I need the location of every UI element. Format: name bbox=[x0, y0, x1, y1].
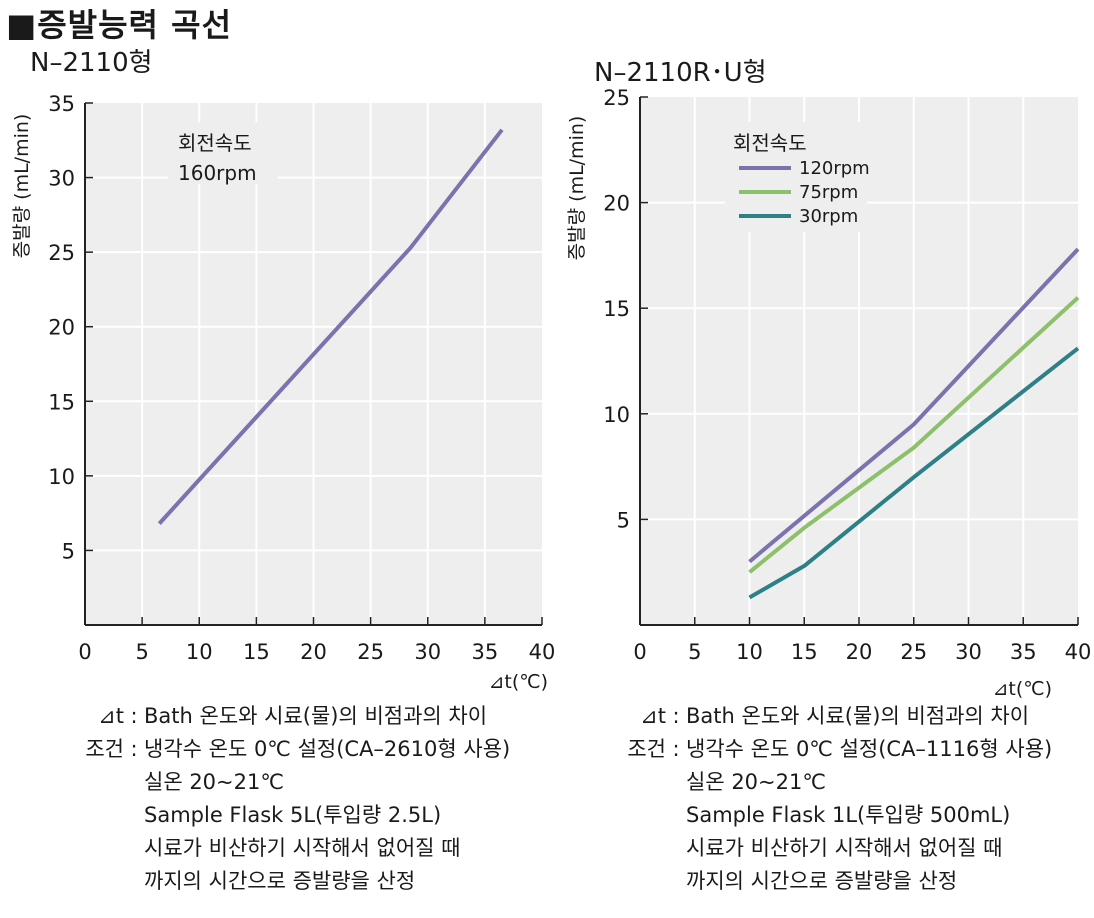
left-note-condition-key: 조건 bbox=[85, 737, 124, 761]
right-x-tick-label: 10 bbox=[736, 640, 763, 664]
right-note-delta-t-key: ⊿t bbox=[640, 704, 666, 728]
right-chart-subtitle: N–2110R･U형 bbox=[594, 58, 767, 88]
right-note-condition: 조건 : 냉각수 온도 0℃ 설정(CA–1116형 사용) bbox=[602, 733, 1052, 766]
page-title: ■증발능력 곡선 bbox=[6, 6, 233, 44]
right-note-sep-2: : bbox=[672, 737, 680, 761]
left-y-tick-label: 15 bbox=[48, 390, 75, 414]
left-note-condition-line: 실온 20∼21℃ bbox=[144, 770, 284, 794]
left-x-axis-title: ⊿t(℃) bbox=[488, 671, 548, 693]
right-y-axis-title: 증발량 (mL/min) bbox=[566, 116, 588, 261]
left-note-sep-2: : bbox=[130, 737, 138, 761]
left-note-sep-1: : bbox=[130, 704, 138, 728]
left-notes: ⊿t : Bath 온도와 시료(물)의 비점과의 차이 조건 : 냉각수 온도… bbox=[60, 700, 510, 898]
left-x-tick-label: 10 bbox=[186, 640, 213, 664]
right-legend-label: 120rpm bbox=[799, 158, 870, 179]
right-x-tick-label: 25 bbox=[900, 640, 927, 664]
left-x-tick-label: 25 bbox=[357, 640, 384, 664]
charts-canvas: 5 10 15 20 25 30 35 0 5 10 15 20 25 30 35 40 증발량 (mL/min… bbox=[11, 86, 1092, 700]
right-note-delta-t: ⊿t : Bath 온도와 시료(물)의 비점과의 차이 bbox=[602, 700, 1052, 733]
left-note-condition-line: 냉각수 온도 0℃ 설정(CA–2610형 사용) bbox=[144, 737, 511, 761]
right-x-tick-label: 30 bbox=[955, 640, 982, 664]
right-note-condition-line: 실온 20∼21℃ bbox=[686, 770, 826, 794]
right-y-tick-label: 5 bbox=[617, 508, 630, 532]
left-x-tick-label: 40 bbox=[529, 640, 556, 664]
right-x-tick-label: 20 bbox=[846, 640, 873, 664]
right-note-condition-key: 조건 bbox=[627, 737, 666, 761]
right-note-delta-t-text: Bath 온도와 시료(물)의 비점과의 차이 bbox=[686, 704, 1030, 728]
right-series-line-30rpm bbox=[748, 346, 1080, 600]
left-note-condition-line: Sample Flask 5L(투입량 2.5L) bbox=[144, 803, 442, 827]
right-y-tick-label: 20 bbox=[603, 192, 630, 216]
right-x-tick-label: 5 bbox=[688, 640, 701, 664]
right-series-line-120rpm bbox=[748, 247, 1080, 564]
left-chart-subtitle: N–2110형 bbox=[30, 48, 153, 78]
left-note-condition-line: 까지의 시간으로 증발량을 산정 bbox=[144, 869, 416, 893]
right-note-condition-line: Sample Flask 1L(투입량 500mL) bbox=[686, 803, 1011, 827]
left-note-delta-t-key: ⊿t bbox=[98, 704, 124, 728]
right-legend-title: 회전속도 bbox=[733, 131, 807, 155]
left-legend-box bbox=[168, 122, 278, 184]
left-x-tick-label: 20 bbox=[300, 640, 327, 664]
right-note-condition-line: 까지의 시간으로 증발량을 산정 bbox=[686, 869, 958, 893]
right-x-tick-label: 0 bbox=[633, 640, 646, 664]
left-y-tick-label: 5 bbox=[62, 539, 75, 563]
left-y-tick-label: 35 bbox=[48, 92, 75, 116]
right-y-tick-label: 10 bbox=[603, 403, 630, 427]
left-note-condition: 조건 : 냉각수 온도 0℃ 설정(CA–2610형 사용) bbox=[60, 733, 510, 766]
left-y-tick-label: 30 bbox=[48, 167, 75, 191]
left-legend-title: 회전속도 bbox=[178, 131, 252, 155]
right-note-condition-line: 시료가 비산하기 시작해서 없어질 때 bbox=[686, 836, 1003, 860]
left-note-condition-line: 시료가 비산하기 시작해서 없어질 때 bbox=[144, 836, 461, 860]
left-x-tick-label: 35 bbox=[472, 640, 499, 664]
right-legend-label: 75rpm bbox=[799, 182, 858, 203]
left-note-delta-t-text: Bath 온도와 시료(물)의 비점과의 차이 bbox=[144, 704, 488, 728]
left-x-tick-label: 15 bbox=[243, 640, 270, 664]
left-legend-label: 160rpm bbox=[178, 161, 257, 185]
right-legend-box bbox=[725, 122, 867, 232]
left-x-tick-label: 30 bbox=[414, 640, 441, 664]
right-legend-label: 30rpm bbox=[799, 206, 858, 227]
right-notes: ⊿t : Bath 온도와 시료(물)의 비점과의 차이 조건 : 냉각수 온도… bbox=[602, 700, 1052, 898]
right-x-axis-title: ⊿t(℃) bbox=[992, 678, 1052, 700]
right-x-tick-label: 40 bbox=[1065, 640, 1092, 664]
left-y-axis-title: 증발량 (mL/min) bbox=[11, 114, 33, 259]
left-series-line-160rpm bbox=[157, 128, 504, 525]
left-y-tick-label: 20 bbox=[48, 316, 75, 340]
left-x-tick-label: 5 bbox=[135, 640, 148, 664]
right-series-line-75rpm bbox=[748, 296, 1080, 574]
right-x-tick-label: 15 bbox=[791, 640, 818, 664]
right-x-tick-label: 35 bbox=[1010, 640, 1037, 664]
left-y-tick-label: 10 bbox=[48, 465, 75, 489]
right-note-sep-1: : bbox=[672, 704, 680, 728]
right-y-tick-label: 15 bbox=[603, 297, 630, 321]
left-note-delta-t: ⊿t : Bath 온도와 시료(물)의 비점과의 차이 bbox=[60, 700, 510, 733]
right-y-tick-label: 25 bbox=[603, 86, 630, 110]
left-x-tick-label: 0 bbox=[78, 640, 91, 664]
left-y-tick-label: 25 bbox=[48, 241, 75, 265]
right-note-condition-line: 냉각수 온도 0℃ 설정(CA–1116형 사용) bbox=[686, 737, 1053, 761]
